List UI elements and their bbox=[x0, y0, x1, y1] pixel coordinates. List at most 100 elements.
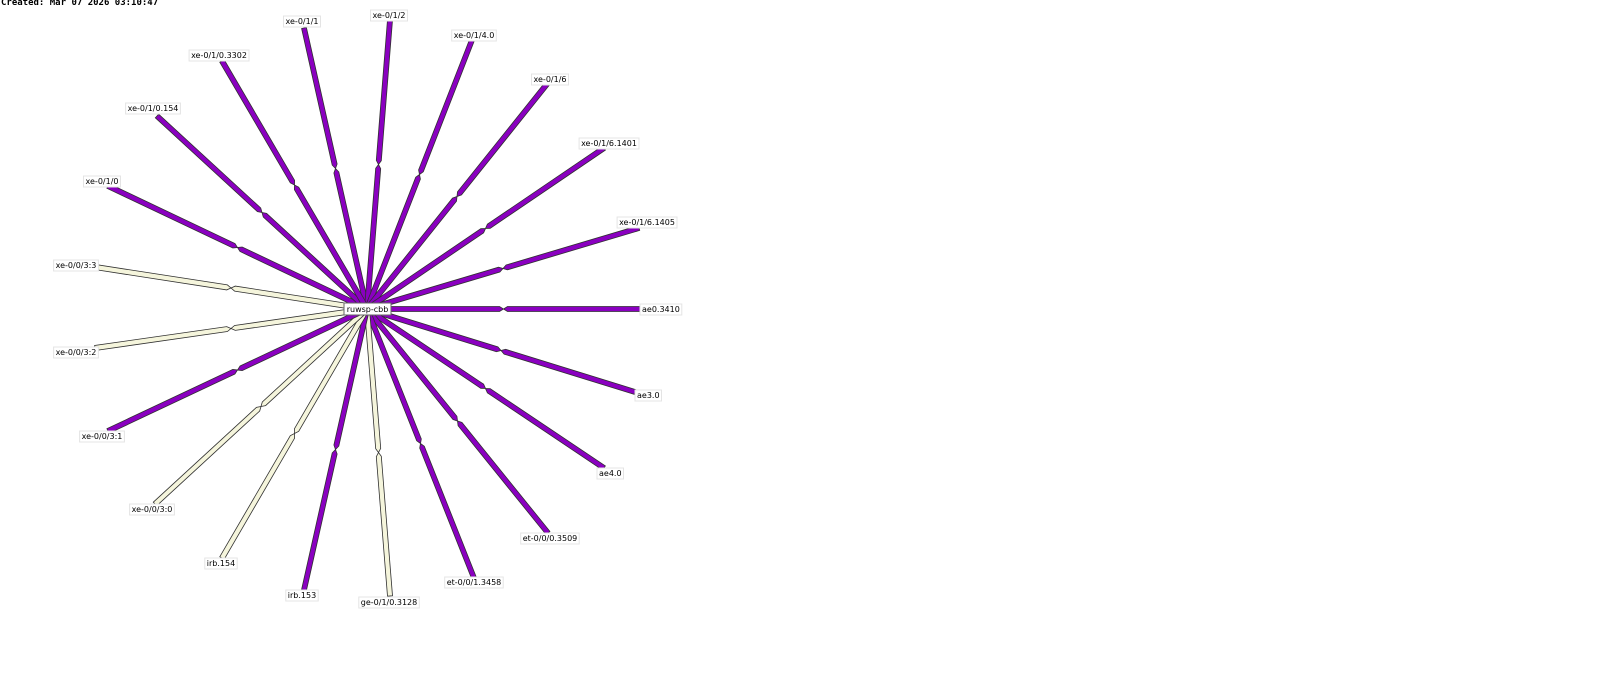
link-label-text: xe-0/0/3:2 bbox=[56, 348, 97, 357]
link-label-text: irb.154 bbox=[207, 559, 235, 568]
link-label[interactable]: irb.153 bbox=[285, 589, 319, 602]
link-label-text: et-0/0/0.3509 bbox=[523, 534, 578, 543]
link-label-text: ae3.0 bbox=[637, 391, 660, 400]
link-label-text: ae4.0 bbox=[599, 469, 622, 478]
link-in-arrow bbox=[219, 432, 296, 560]
link-label[interactable]: irb.154 bbox=[204, 557, 238, 570]
link-label-box bbox=[129, 503, 175, 516]
link-label[interactable]: xe-0/1/1 bbox=[283, 15, 321, 28]
link-label-text: xe-0/1/6.1405 bbox=[619, 218, 675, 227]
link-in-arrow bbox=[219, 59, 296, 186]
link-in-arrow bbox=[106, 368, 239, 434]
link-7[interactable] bbox=[365, 306, 637, 395]
link-11[interactable] bbox=[364, 308, 393, 597]
link-label-box bbox=[616, 216, 678, 229]
link-label[interactable]: xe-0/1/2 bbox=[370, 9, 408, 22]
link-label-text: xe-0/0/3:1 bbox=[82, 432, 123, 441]
link-label-text: xe-0/1/6 bbox=[534, 75, 567, 84]
link-label-text: xe-0/1/0.3302 bbox=[191, 51, 247, 60]
link-label-box bbox=[188, 49, 250, 62]
link-label-box bbox=[639, 303, 683, 316]
link-label[interactable]: xe-0/1/0 bbox=[83, 175, 121, 188]
link-label[interactable]: xe-0/1/4.0 bbox=[451, 29, 497, 42]
link-in-arrow bbox=[419, 442, 477, 580]
link-label[interactable]: ae0.3410 bbox=[639, 303, 683, 316]
link-label-text: irb.153 bbox=[288, 591, 316, 600]
link-in-arrow bbox=[502, 306, 641, 312]
link-in-arrow bbox=[484, 145, 606, 229]
link-label[interactable]: xe-0/0/3:2 bbox=[53, 346, 99, 359]
link-label-text: xe-0/1/0 bbox=[86, 177, 119, 186]
link-in-arrow bbox=[484, 388, 606, 471]
link-in-arrow bbox=[456, 81, 550, 198]
link-label-box bbox=[531, 73, 569, 86]
link-label-text: xe-0/1/2 bbox=[373, 11, 406, 20]
link-label-box bbox=[204, 557, 238, 570]
center-node[interactable]: ruwsp-cbb bbox=[343, 302, 392, 316]
link-label[interactable]: xe-0/1/0.3302 bbox=[188, 49, 250, 62]
link-label-text: xe-0/1/6.1401 bbox=[581, 139, 637, 148]
link-label-text: ae0.3410 bbox=[642, 305, 680, 314]
link-label-box bbox=[520, 532, 580, 545]
link-label[interactable]: xe-0/0/3:0 bbox=[129, 503, 175, 516]
link-4[interactable] bbox=[365, 145, 606, 312]
link-label-box bbox=[125, 102, 181, 115]
link-label-text: et-0/0/1.3458 bbox=[447, 578, 502, 587]
link-in-arrow bbox=[301, 448, 338, 591]
link-label-box bbox=[370, 9, 408, 22]
link-13[interactable] bbox=[219, 307, 370, 560]
link-label[interactable]: xe-0/0/3:3 bbox=[53, 259, 99, 272]
link-in-arrow bbox=[154, 113, 263, 214]
link-in-arrow bbox=[94, 326, 232, 351]
link-19[interactable] bbox=[154, 113, 370, 312]
center-node-label: ruwsp-cbb bbox=[347, 305, 389, 314]
link-17[interactable] bbox=[94, 264, 368, 312]
link-label-box bbox=[79, 430, 125, 443]
link-label[interactable]: xe-0/1/6.1401 bbox=[578, 137, 640, 150]
link-5[interactable] bbox=[365, 225, 641, 312]
link-12[interactable] bbox=[301, 308, 370, 591]
link-label[interactable]: et-0/0/1.3458 bbox=[444, 576, 504, 589]
link-0[interactable] bbox=[301, 27, 370, 310]
link-label-box bbox=[53, 259, 99, 272]
link-label[interactable]: ae3.0 bbox=[634, 389, 662, 402]
link-in-arrow bbox=[106, 183, 239, 249]
labels-layer: xe-0/1/1 xe-0/1/2 xe-0/1/4.0 xe-0/1/6 xe-0/1… bbox=[53, 9, 683, 609]
link-label[interactable]: xe-0/1/6.1405 bbox=[616, 216, 678, 229]
link-label-text: xe-0/1/1 bbox=[286, 17, 319, 26]
link-label-box bbox=[578, 137, 640, 150]
link-9[interactable] bbox=[364, 306, 551, 536]
link-label-text: xe-0/0/3:0 bbox=[132, 505, 173, 514]
link-in-arrow bbox=[502, 225, 641, 271]
link-1[interactable] bbox=[364, 19, 393, 310]
link-label[interactable]: ae4.0 bbox=[596, 467, 624, 480]
link-label-box bbox=[596, 467, 624, 480]
link-label-text: xe-0/0/3:3 bbox=[56, 261, 97, 270]
link-in-arrow bbox=[375, 451, 393, 597]
link-2[interactable] bbox=[364, 38, 475, 311]
links-layer bbox=[94, 19, 641, 597]
link-label-box bbox=[451, 29, 497, 42]
link-label[interactable]: xe-0/1/0.154 bbox=[125, 102, 181, 115]
link-label-box bbox=[83, 175, 121, 188]
link-label[interactable]: et-0/0/0.3509 bbox=[520, 532, 580, 545]
link-in-arrow bbox=[94, 264, 232, 291]
link-label-box bbox=[53, 346, 99, 359]
link-in-arrow bbox=[418, 38, 475, 176]
link-label[interactable]: xe-0/1/6 bbox=[531, 73, 569, 86]
link-in-arrow bbox=[301, 27, 338, 170]
link-label-box bbox=[358, 596, 420, 609]
link-label[interactable]: ge-0/1/0.3128 bbox=[358, 596, 420, 609]
link-in-arrow bbox=[500, 348, 637, 395]
link-3[interactable] bbox=[364, 81, 550, 312]
link-label-box bbox=[444, 576, 504, 589]
link-label-box bbox=[634, 389, 662, 402]
link-label-text: xe-0/1/4.0 bbox=[454, 31, 495, 40]
center-node-box bbox=[343, 302, 392, 316]
link-6[interactable] bbox=[366, 306, 641, 312]
link-label[interactable]: xe-0/0/3:1 bbox=[79, 430, 125, 443]
link-in-arrow bbox=[375, 19, 393, 166]
link-10[interactable] bbox=[364, 307, 477, 580]
link-label-box bbox=[283, 15, 321, 28]
